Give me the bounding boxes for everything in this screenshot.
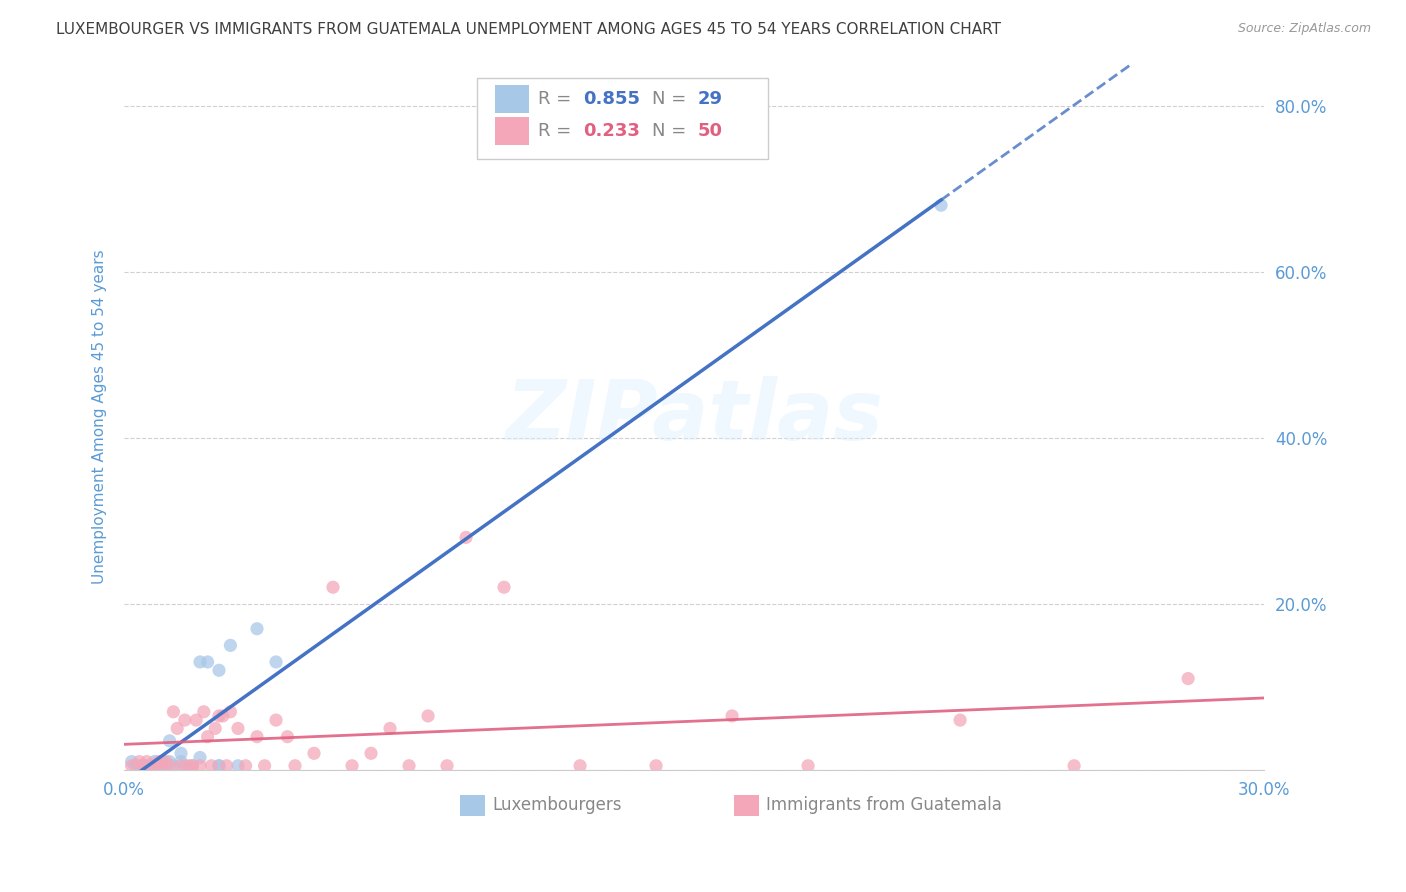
Point <box>135 755 157 769</box>
Point <box>204 722 226 736</box>
Text: 29: 29 <box>697 90 723 108</box>
Point <box>170 758 193 772</box>
Point <box>148 755 170 769</box>
Point <box>143 755 166 769</box>
Point <box>569 758 592 772</box>
Point <box>1177 672 1199 686</box>
Point <box>797 758 820 772</box>
Text: 50: 50 <box>697 122 723 140</box>
Point <box>170 755 193 769</box>
Point <box>155 755 177 769</box>
Bar <box>734 795 759 816</box>
Point <box>177 758 200 772</box>
Point <box>1063 758 1085 772</box>
Point <box>264 713 287 727</box>
Point <box>181 758 204 772</box>
Text: 0.233: 0.233 <box>583 122 640 140</box>
Point <box>143 758 166 772</box>
Point <box>159 734 181 748</box>
Point <box>276 730 298 744</box>
Point <box>253 758 276 772</box>
Point <box>416 709 439 723</box>
Bar <box>460 795 485 816</box>
Point <box>645 758 668 772</box>
Text: Immigrants from Guatemala: Immigrants from Guatemala <box>766 797 1001 814</box>
Bar <box>495 86 529 113</box>
Text: R =: R = <box>538 90 576 108</box>
Point <box>302 747 325 761</box>
Point <box>215 758 238 772</box>
Point <box>128 758 150 772</box>
Point <box>246 730 269 744</box>
Point <box>162 705 184 719</box>
Point <box>139 758 162 772</box>
Text: N =: N = <box>652 90 692 108</box>
FancyBboxPatch shape <box>478 78 768 160</box>
Point <box>159 755 181 769</box>
Point <box>226 758 249 772</box>
Point <box>208 709 231 723</box>
Point <box>200 758 222 772</box>
Point <box>454 530 477 544</box>
Point <box>132 758 155 772</box>
Point <box>219 638 242 652</box>
Point <box>150 755 173 769</box>
Bar <box>495 117 529 145</box>
Text: R =: R = <box>538 122 576 140</box>
Point <box>193 705 215 719</box>
Point <box>322 580 344 594</box>
Point <box>181 758 204 772</box>
Point <box>135 758 157 772</box>
Text: LUXEMBOURGER VS IMMIGRANTS FROM GUATEMALA UNEMPLOYMENT AMONG AGES 45 TO 54 YEARS: LUXEMBOURGER VS IMMIGRANTS FROM GUATEMAL… <box>56 22 1001 37</box>
Point <box>166 722 188 736</box>
Point <box>246 622 269 636</box>
Point <box>124 758 146 772</box>
Point <box>197 655 219 669</box>
Point <box>284 758 307 772</box>
Point <box>398 758 420 772</box>
Y-axis label: Unemployment Among Ages 45 to 54 years: Unemployment Among Ages 45 to 54 years <box>93 250 107 584</box>
Point <box>929 198 952 212</box>
Point <box>186 713 208 727</box>
Point <box>197 730 219 744</box>
Point <box>150 755 173 769</box>
Text: Source: ZipAtlas.com: Source: ZipAtlas.com <box>1237 22 1371 36</box>
Point <box>121 758 143 772</box>
Point <box>139 758 162 772</box>
Point <box>188 655 211 669</box>
Point <box>226 722 249 736</box>
Point <box>188 758 211 772</box>
Point <box>173 713 195 727</box>
Point <box>132 758 155 772</box>
Point <box>148 758 170 772</box>
Text: Luxembourgers: Luxembourgers <box>492 797 621 814</box>
Point <box>162 758 184 772</box>
Point <box>340 758 363 772</box>
Point <box>159 758 181 772</box>
Point <box>208 758 231 772</box>
Point <box>150 758 173 772</box>
Text: ZIPatlas: ZIPatlas <box>505 376 883 458</box>
Point <box>170 747 193 761</box>
Point <box>219 705 242 719</box>
Point <box>360 747 382 761</box>
Point <box>436 758 458 772</box>
Point <box>211 709 233 723</box>
Point <box>378 722 401 736</box>
Point <box>492 580 515 594</box>
Point <box>155 758 177 772</box>
Point <box>121 755 143 769</box>
Point <box>208 663 231 677</box>
Point <box>264 655 287 669</box>
Point <box>128 755 150 769</box>
Text: N =: N = <box>652 122 692 140</box>
Point <box>235 758 257 772</box>
Point <box>949 713 972 727</box>
Point <box>173 758 195 772</box>
Point <box>188 750 211 764</box>
Text: 0.855: 0.855 <box>583 90 641 108</box>
Point <box>208 758 231 772</box>
Point <box>721 709 744 723</box>
